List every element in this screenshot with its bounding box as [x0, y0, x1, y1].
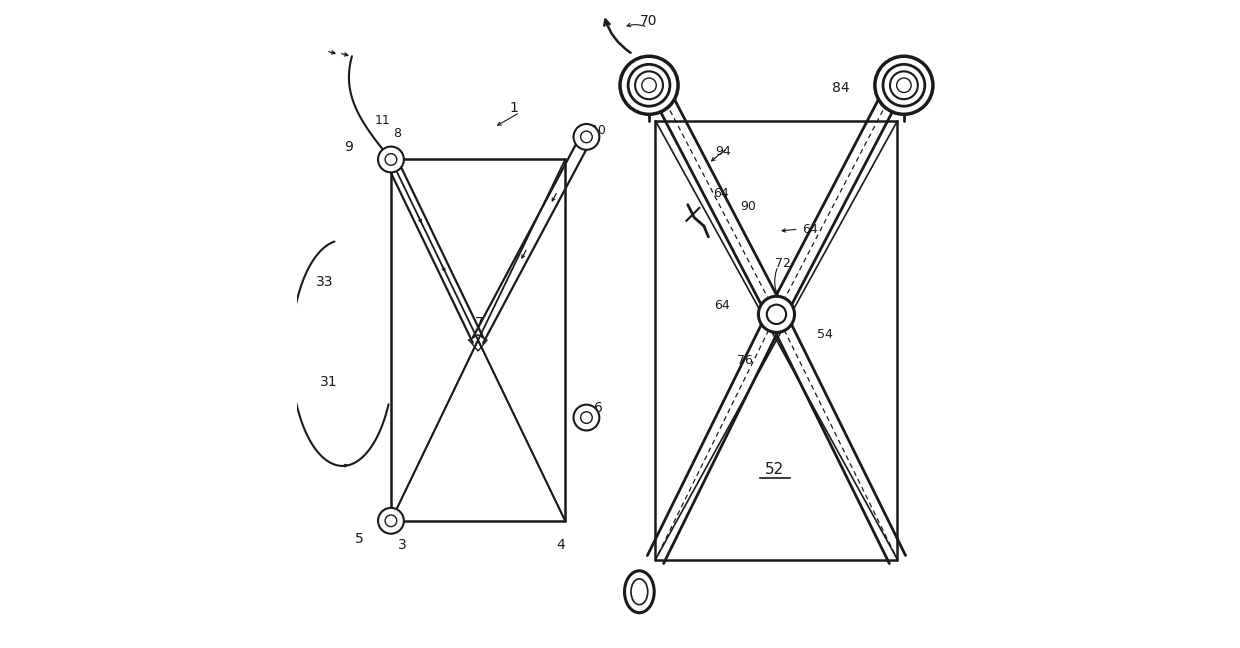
- Text: 3: 3: [398, 538, 407, 551]
- Text: 8: 8: [393, 127, 402, 140]
- Text: 11: 11: [374, 114, 391, 127]
- Text: 64: 64: [802, 223, 818, 236]
- Text: 52: 52: [765, 461, 785, 477]
- Text: 74: 74: [913, 81, 931, 95]
- Circle shape: [890, 71, 918, 99]
- Circle shape: [620, 56, 678, 114]
- Text: 72: 72: [775, 257, 791, 270]
- Circle shape: [883, 64, 925, 106]
- Text: 6: 6: [594, 401, 603, 415]
- Circle shape: [580, 411, 593, 423]
- Text: 5: 5: [355, 532, 363, 546]
- Circle shape: [759, 296, 795, 332]
- Text: 33: 33: [316, 275, 334, 289]
- Circle shape: [386, 154, 397, 165]
- Circle shape: [574, 404, 599, 430]
- Text: 9: 9: [345, 139, 353, 154]
- Text: 90: 90: [740, 200, 755, 213]
- Circle shape: [642, 78, 656, 93]
- Text: 94: 94: [715, 145, 732, 157]
- Circle shape: [574, 124, 599, 150]
- Text: 31: 31: [320, 375, 337, 389]
- Text: 76: 76: [737, 354, 753, 367]
- Text: 64: 64: [714, 299, 730, 312]
- Circle shape: [897, 78, 911, 93]
- Circle shape: [766, 305, 786, 324]
- Circle shape: [580, 131, 593, 143]
- Text: 64: 64: [713, 187, 729, 200]
- Text: 1: 1: [510, 101, 518, 115]
- Circle shape: [378, 146, 404, 172]
- Text: 7: 7: [475, 316, 484, 330]
- Circle shape: [635, 71, 663, 99]
- Text: 80: 80: [661, 73, 680, 87]
- Circle shape: [629, 64, 670, 106]
- Text: 70: 70: [640, 14, 657, 28]
- Ellipse shape: [625, 571, 655, 613]
- Text: 4: 4: [557, 538, 565, 551]
- Text: 10: 10: [590, 124, 606, 137]
- Text: 54: 54: [817, 329, 832, 341]
- Circle shape: [378, 508, 404, 534]
- Circle shape: [875, 56, 932, 114]
- Text: 84: 84: [832, 82, 851, 95]
- Circle shape: [386, 515, 397, 527]
